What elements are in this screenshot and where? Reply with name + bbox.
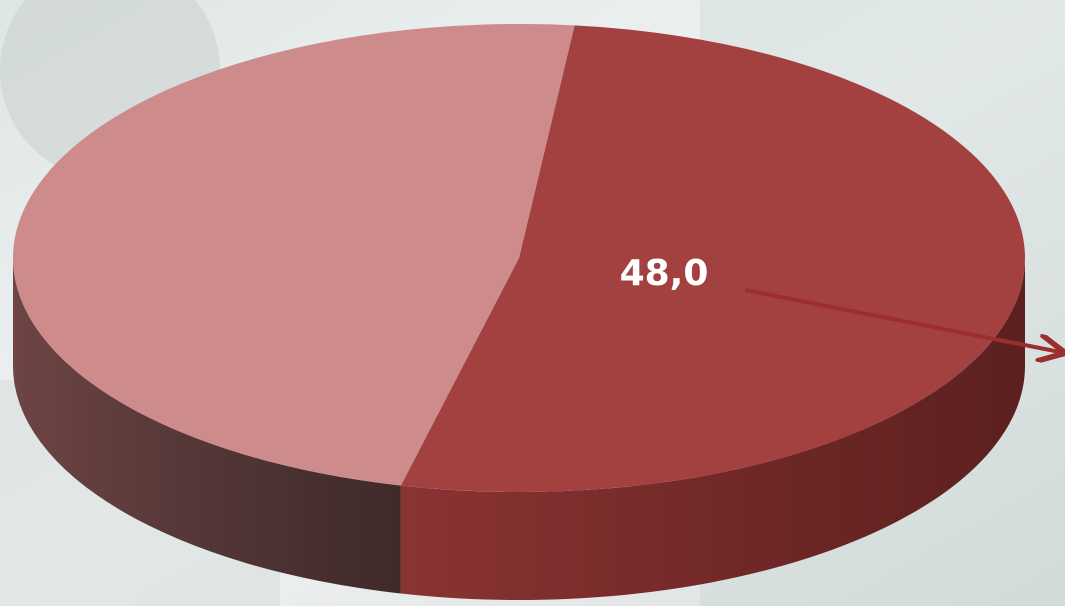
label-arrow	[744, 288, 1060, 352]
pie-slice-side-2	[13, 258, 401, 594]
pie-slice-top-1	[400, 25, 1025, 492]
data-label-48: 48,0	[620, 253, 709, 294]
pie-slice-side-1	[400, 258, 1025, 601]
pie-slice-top-2	[12, 23, 575, 486]
pie-group	[12, 23, 1025, 601]
